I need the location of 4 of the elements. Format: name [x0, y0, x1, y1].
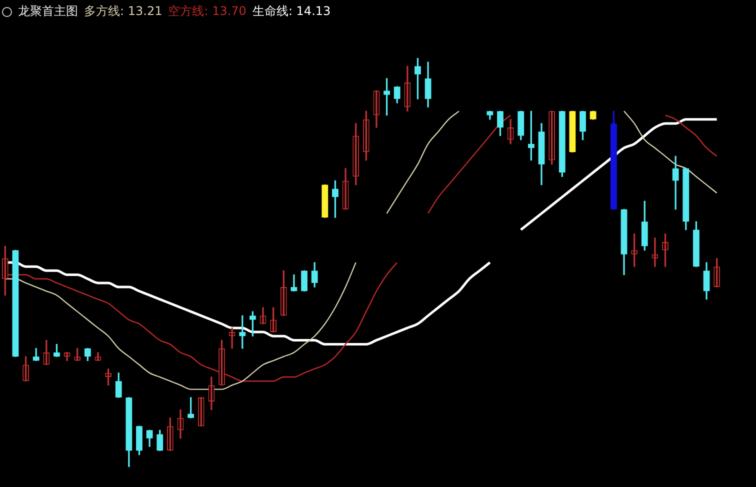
text: 多方线: 13.21: [84, 3, 162, 20]
text: 生命线: 14.13: [252, 3, 331, 20]
chart-title: 龙聚首主图: [18, 3, 78, 20]
text: 空方线: 13.70: [168, 3, 246, 20]
